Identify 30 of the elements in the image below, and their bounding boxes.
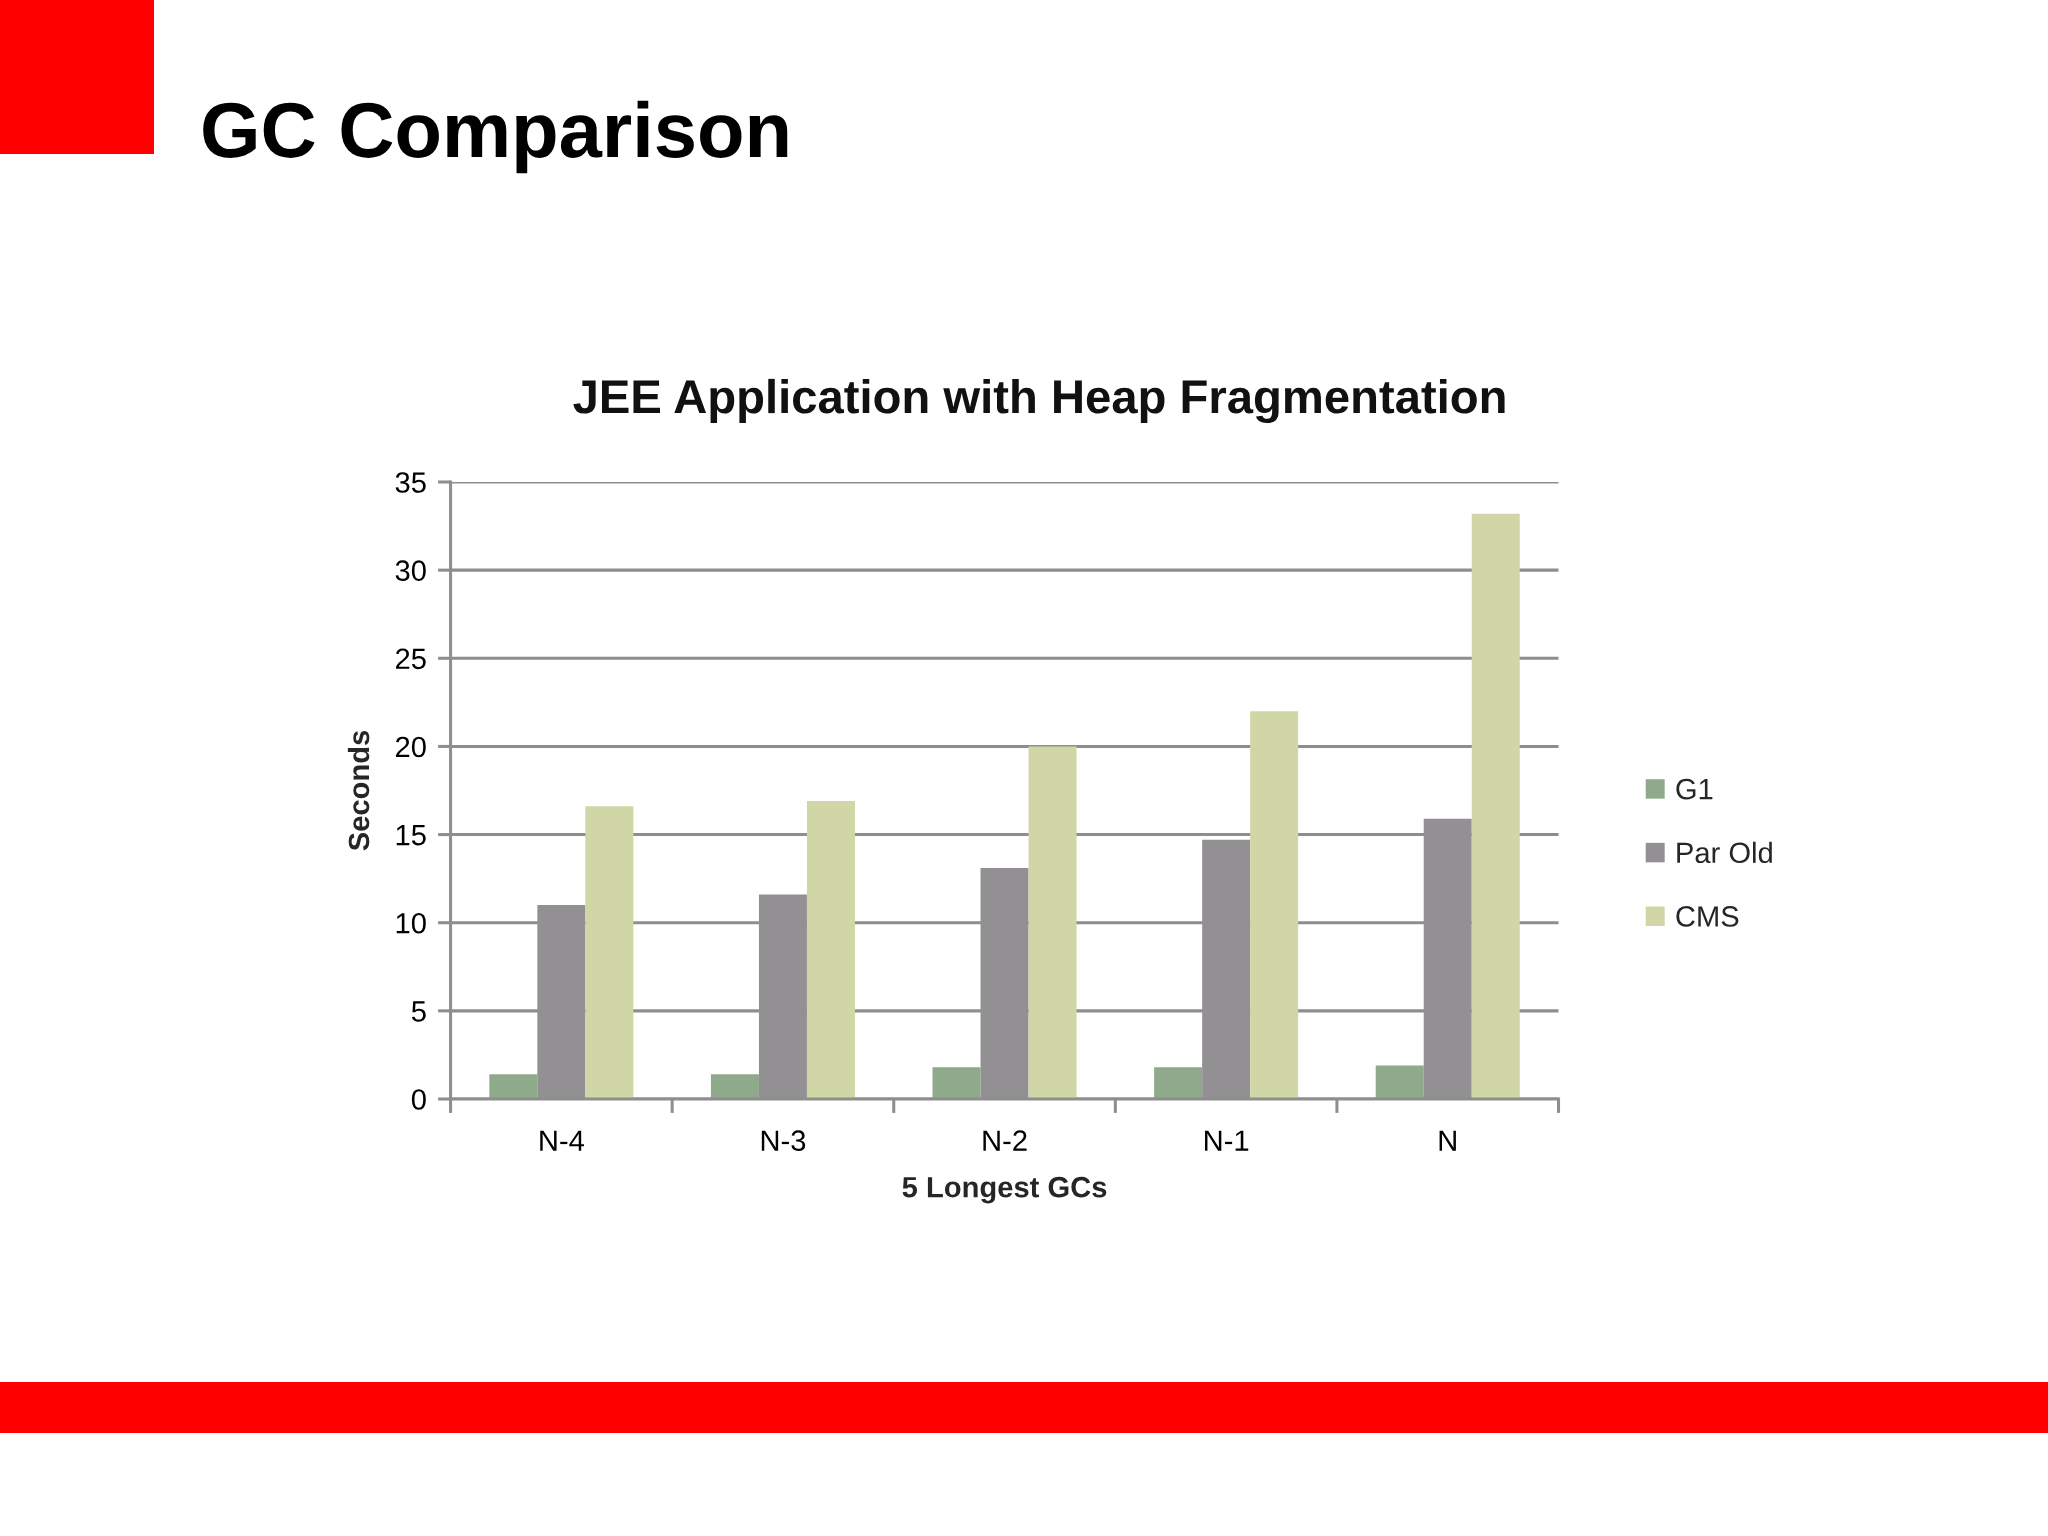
- y-tick-label: 20: [395, 736, 426, 758]
- bar: [1028, 746, 1077, 1100]
- bar: [806, 801, 855, 1100]
- x-tick-label: N-3: [761, 1130, 806, 1151]
- legend-label: G1: [1676, 778, 1713, 800]
- bar: [710, 1074, 759, 1100]
- chart-title: GC Comparison: [203, 100, 788, 174]
- y-tick-label: 35: [395, 472, 426, 493]
- legend-label: CMS: [1676, 906, 1739, 927]
- bar: [585, 806, 634, 1100]
- y-axis-title: Seconds: [347, 730, 370, 851]
- bar: [1471, 513, 1520, 1100]
- bar: [1250, 711, 1299, 1100]
- bar: [1375, 1065, 1424, 1100]
- y-tick-label: 0: [411, 1089, 426, 1110]
- y-tick-label: 30: [395, 560, 426, 581]
- x-axis-title: 5 Longest GCs: [902, 1176, 1107, 1204]
- y-tick-label: 5: [411, 1001, 426, 1022]
- bar: [932, 1067, 981, 1100]
- bar: [489, 1074, 538, 1100]
- x-tick-label: N-1: [1205, 1130, 1249, 1151]
- chart-subtitle: JEE Application with Heap Fragmentation: [573, 378, 1505, 424]
- x-tick-label: N-4: [540, 1130, 584, 1151]
- y-tick-label: 25: [395, 648, 426, 670]
- x-tick-label: N-2: [983, 1130, 1027, 1151]
- legend-label: Par Old: [1677, 841, 1772, 864]
- bar: [1154, 1067, 1203, 1100]
- x-tick-label: N: [1439, 1130, 1456, 1151]
- y-tick-label: 15: [396, 825, 426, 846]
- y-tick-label: 10: [396, 912, 426, 934]
